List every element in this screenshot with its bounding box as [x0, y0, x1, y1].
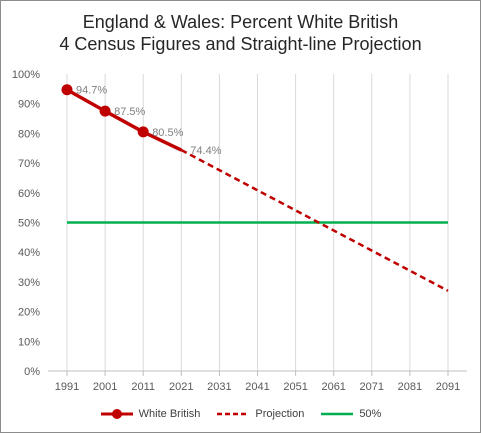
- data-label-white-british-1991: 94.7%: [76, 85, 107, 97]
- y-tick-label-4: 40%: [18, 247, 40, 259]
- y-tick-label-0: 0%: [24, 366, 40, 378]
- y-tick-label-7: 70%: [18, 158, 40, 170]
- y-tick-label-8: 80%: [18, 128, 40, 140]
- data-label-white-british-2021: 74.4%: [190, 145, 221, 157]
- legend-label-white-british: White British: [138, 408, 201, 420]
- y-tick-label-6: 60%: [18, 188, 40, 200]
- point-white-british-2001: [99, 105, 111, 117]
- point-white-british-2011: [137, 126, 149, 138]
- legend: White British Projection 50%: [1, 405, 480, 423]
- data-label-white-british-2011: 80.5%: [152, 127, 183, 139]
- legend-swatch-projection: [217, 412, 250, 416]
- x-tick-label-2071: 2071: [360, 381, 384, 393]
- chart-title-line2: 4 Census Figures and Straight-line Proje…: [59, 34, 422, 54]
- legend-item-50pct: 50%: [320, 408, 381, 420]
- point-white-british-1991: [61, 84, 73, 96]
- x-tick-label-2001: 2001: [93, 381, 117, 393]
- x-tick-label-2031: 2031: [207, 381, 231, 393]
- x-tick-label-2041: 2041: [245, 381, 269, 393]
- chart-title-line1: England & Wales: Percent White British: [82, 12, 399, 32]
- legend-label-50pct: 50%: [359, 408, 382, 420]
- legend-item-white-british: White British: [100, 408, 201, 420]
- y-tick-label-2: 20%: [18, 307, 40, 319]
- legend-label-projection: Projection: [255, 408, 305, 420]
- legend-swatch-50pct: [321, 412, 354, 416]
- y-tick-label-10: 100%: [12, 69, 40, 81]
- x-tick-label-2011: 2011: [131, 381, 155, 393]
- y-tick-label-3: 30%: [18, 277, 40, 289]
- y-tick-label-5: 50%: [18, 218, 40, 230]
- data-label-white-british-2001: 87.5%: [114, 106, 145, 118]
- y-tick-label-1: 10%: [18, 336, 40, 348]
- x-tick-label-2091: 2091: [436, 381, 460, 393]
- x-tick-label-1991: 1991: [55, 381, 79, 393]
- legend-swatch-white-british: [100, 409, 133, 419]
- series-projection-line: [180, 148, 449, 292]
- x-tick-label-2021: 2021: [169, 381, 193, 393]
- x-tick-label-2081: 2081: [398, 381, 422, 393]
- y-tick-label-9: 90%: [18, 99, 40, 111]
- legend-item-projection: Projection: [216, 408, 304, 420]
- x-tick-label-2061: 2061: [321, 381, 345, 393]
- chart-title: England & Wales: Percent White British 4…: [1, 11, 480, 55]
- series-white-british-line: [66, 88, 183, 152]
- x-tick-label-2051: 2051: [283, 381, 307, 393]
